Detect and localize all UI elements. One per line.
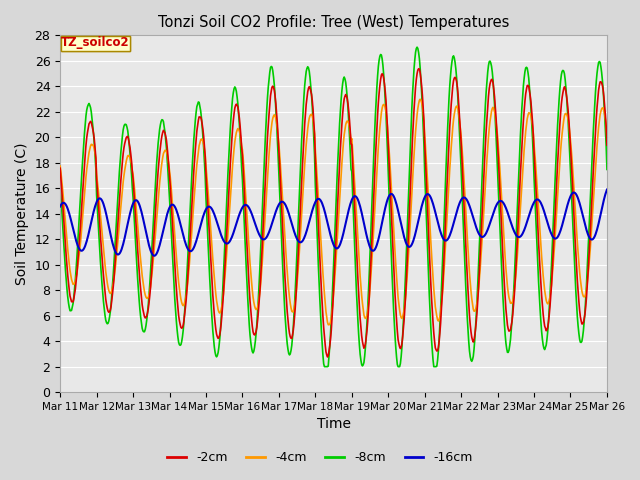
Y-axis label: Soil Temperature (C): Soil Temperature (C): [15, 143, 29, 285]
X-axis label: Time: Time: [317, 418, 351, 432]
Legend: -2cm, -4cm, -8cm, -16cm: -2cm, -4cm, -8cm, -16cm: [163, 446, 477, 469]
Legend: : [61, 36, 131, 50]
Title: Tonzi Soil CO2 Profile: Tree (West) Temperatures: Tonzi Soil CO2 Profile: Tree (West) Temp…: [158, 15, 509, 30]
